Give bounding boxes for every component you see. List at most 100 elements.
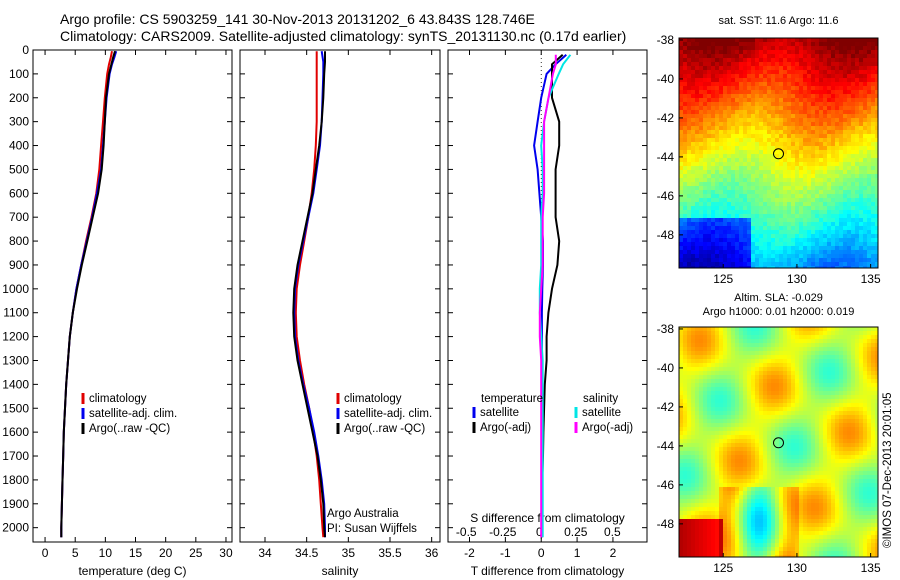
heatmap-cell bbox=[783, 371, 788, 376]
heatmap-cell bbox=[683, 347, 688, 352]
heatmap-cell bbox=[711, 431, 716, 436]
heatmap-cell bbox=[767, 339, 772, 344]
heatmap-cell bbox=[823, 335, 828, 340]
heatmap-cell bbox=[779, 395, 784, 400]
heatmap-cell bbox=[831, 74, 836, 79]
heatmap-cell bbox=[767, 383, 772, 388]
heatmap-cell bbox=[843, 451, 848, 456]
heatmap-cell bbox=[815, 447, 820, 452]
heatmap-cell bbox=[779, 70, 784, 75]
heatmap-cell bbox=[787, 371, 792, 376]
heatmap-cell bbox=[847, 459, 852, 464]
heatmap-cell bbox=[875, 447, 879, 452]
heatmap-cell bbox=[707, 467, 712, 472]
heatmap-cell bbox=[823, 242, 828, 247]
heatmap-cell bbox=[695, 118, 700, 123]
heatmap-cell bbox=[851, 94, 856, 99]
heatmap-cell bbox=[699, 238, 704, 243]
heatmap-cell bbox=[719, 78, 724, 83]
heatmap-cell bbox=[839, 331, 844, 336]
heatmap-cell bbox=[731, 359, 736, 364]
heatmap-cell bbox=[847, 206, 852, 211]
heatmap-cell bbox=[803, 66, 808, 71]
heatmap-cell bbox=[847, 226, 852, 231]
heatmap-cell bbox=[867, 258, 872, 263]
heatmap-cell bbox=[703, 214, 708, 219]
heatmap-cell bbox=[691, 210, 696, 215]
heatmap-cell bbox=[819, 347, 824, 352]
heatmap-cell bbox=[759, 166, 764, 171]
heatmap-cell bbox=[847, 138, 852, 143]
heatmap-cell bbox=[739, 451, 744, 456]
heatmap-cell bbox=[715, 94, 720, 99]
heatmap-cell bbox=[771, 110, 776, 115]
heatmap-cell bbox=[839, 250, 844, 255]
heatmap-cell bbox=[699, 178, 704, 183]
heatmap-cell bbox=[803, 138, 808, 143]
heatmap-cell bbox=[687, 335, 692, 340]
heatmap-cell bbox=[679, 419, 684, 424]
heatmap-cell bbox=[863, 379, 868, 384]
heatmap-cell bbox=[815, 375, 820, 380]
heatmap-cell bbox=[871, 162, 876, 167]
heatmap-cell bbox=[711, 182, 716, 187]
heatmap-cell bbox=[715, 375, 720, 380]
heatmap-cell bbox=[739, 435, 744, 440]
heatmap-cell bbox=[851, 122, 856, 127]
heatmap-cell bbox=[691, 435, 696, 440]
heatmap-cell bbox=[863, 62, 868, 67]
heatmap-cell bbox=[863, 419, 868, 424]
heatmap-cell bbox=[871, 62, 876, 67]
heatmap-cell bbox=[775, 226, 780, 231]
heatmap-cell bbox=[731, 186, 736, 191]
top-x-axis-label: S difference from climatology bbox=[470, 511, 625, 525]
heatmap-cell bbox=[691, 86, 696, 91]
heatmap-cell bbox=[807, 194, 812, 199]
heatmap-cell bbox=[851, 50, 856, 55]
heatmap-cell bbox=[755, 407, 760, 412]
x-tick-label: 125 bbox=[713, 272, 733, 286]
heatmap-cell bbox=[707, 82, 712, 87]
heatmap-cell bbox=[691, 174, 696, 179]
heatmap-cell bbox=[827, 443, 832, 448]
heatmap-cell bbox=[823, 391, 828, 396]
heatmap-cell bbox=[707, 419, 712, 424]
heatmap-cell bbox=[835, 98, 840, 103]
heatmap-cell bbox=[755, 355, 760, 360]
heatmap-cell bbox=[791, 218, 796, 223]
heatmap-cell bbox=[731, 222, 736, 227]
heatmap-cell bbox=[783, 234, 788, 239]
heatmap-cell bbox=[687, 467, 692, 472]
heatmap-cell bbox=[763, 463, 768, 468]
heatmap-cell bbox=[803, 411, 808, 416]
heatmap-cell bbox=[715, 431, 720, 436]
heatmap-cell bbox=[755, 42, 760, 47]
heatmap-cell bbox=[679, 407, 684, 412]
heatmap-cell bbox=[803, 178, 808, 183]
heatmap-cell bbox=[683, 327, 688, 332]
heatmap-cell bbox=[683, 250, 688, 255]
heatmap-cell bbox=[747, 130, 752, 135]
heatmap-cell bbox=[735, 74, 740, 79]
heatmap-cell bbox=[863, 126, 868, 131]
heatmap-cell bbox=[835, 190, 840, 195]
heatmap-cell bbox=[779, 38, 784, 43]
heatmap-cell bbox=[871, 198, 876, 203]
heatmap-cell bbox=[875, 423, 879, 428]
heatmap-cell bbox=[711, 130, 716, 135]
heatmap-cell bbox=[771, 262, 776, 267]
heatmap-cell bbox=[795, 162, 800, 167]
heatmap-cell bbox=[855, 266, 860, 269]
heatmap-cell bbox=[823, 58, 828, 63]
heatmap-cell bbox=[831, 70, 836, 75]
heatmap-cell bbox=[795, 447, 800, 452]
heatmap-cell bbox=[679, 90, 684, 95]
heatmap-cell bbox=[843, 46, 848, 51]
heatmap-cell bbox=[767, 467, 772, 472]
heatmap-cell bbox=[819, 126, 824, 131]
heatmap-cell bbox=[743, 142, 748, 147]
heatmap-cell bbox=[851, 443, 856, 448]
heatmap-cell bbox=[863, 238, 868, 243]
heatmap-cell bbox=[767, 58, 772, 63]
heatmap-cell bbox=[863, 246, 868, 251]
